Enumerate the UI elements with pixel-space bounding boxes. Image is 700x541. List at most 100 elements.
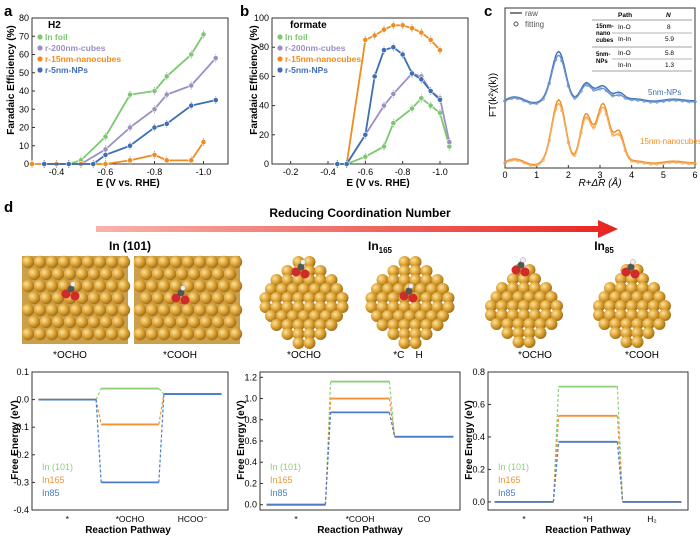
atom bbox=[117, 327, 131, 341]
legend-marker bbox=[37, 56, 43, 62]
data-point bbox=[151, 151, 158, 158]
atom bbox=[69, 255, 83, 269]
atom bbox=[145, 255, 159, 269]
atom bbox=[21, 303, 35, 317]
atom bbox=[51, 267, 65, 281]
atom bbox=[281, 301, 294, 313]
atom bbox=[211, 291, 225, 305]
table-sample-15nm: 15nm-nano cubes bbox=[596, 24, 614, 44]
table-row-1-path: In-O bbox=[618, 24, 631, 31]
atom bbox=[139, 267, 153, 281]
data-point bbox=[151, 88, 158, 94]
atom bbox=[111, 267, 125, 281]
atom bbox=[376, 319, 389, 331]
atom bbox=[442, 301, 455, 313]
table-header-path: Path bbox=[618, 12, 632, 19]
atom bbox=[45, 303, 59, 317]
x-tick-label: 0 bbox=[502, 170, 507, 180]
atom bbox=[314, 292, 327, 304]
category-label: HCOO⁻ bbox=[178, 514, 209, 524]
x-tick-label: 1 bbox=[534, 170, 539, 180]
atom bbox=[409, 301, 422, 313]
atom bbox=[117, 279, 131, 293]
fit-point bbox=[604, 112, 609, 116]
x-tick-label: 2 bbox=[566, 170, 571, 180]
fit-point bbox=[686, 161, 691, 166]
hydrogen-atom bbox=[70, 281, 76, 287]
cluster-adsorbate bbox=[621, 259, 640, 279]
y-tick-label: 40 bbox=[19, 86, 29, 96]
transition-line bbox=[552, 415, 560, 502]
y-tick-label: 1.0 bbox=[244, 394, 257, 404]
atom bbox=[205, 303, 219, 317]
atom bbox=[157, 255, 171, 269]
atom bbox=[265, 283, 277, 295]
atom bbox=[45, 279, 59, 293]
fit-point bbox=[667, 160, 672, 165]
atom bbox=[145, 279, 159, 293]
atom bbox=[393, 310, 405, 322]
atom bbox=[87, 291, 101, 305]
carbon-atom bbox=[67, 285, 75, 293]
atom bbox=[398, 319, 411, 331]
panel-a-ylabel: Faradaic Efficiency (%) bbox=[6, 25, 17, 134]
atom bbox=[292, 337, 305, 349]
atom bbox=[507, 309, 519, 321]
label-in101-cooh: *COOH bbox=[163, 350, 197, 361]
atom bbox=[193, 303, 207, 317]
atom bbox=[325, 319, 338, 331]
atom bbox=[111, 291, 125, 305]
data-point bbox=[409, 25, 415, 32]
legend-label: In85 bbox=[498, 488, 516, 498]
data-point bbox=[427, 37, 434, 43]
atom bbox=[133, 279, 147, 293]
data-point bbox=[362, 153, 369, 160]
atom bbox=[609, 318, 622, 330]
cluster-adsorbate bbox=[511, 257, 530, 277]
data-point bbox=[188, 51, 195, 58]
data-point bbox=[102, 133, 109, 140]
y-tick-label: 0.0 bbox=[244, 500, 257, 510]
data-point bbox=[102, 161, 109, 167]
fit-point bbox=[585, 83, 590, 87]
atom bbox=[57, 327, 71, 341]
atom bbox=[276, 283, 288, 295]
x-tick-label: -0.8 bbox=[147, 167, 163, 177]
atom bbox=[217, 279, 231, 293]
atom bbox=[157, 327, 171, 341]
category-label: H₂ bbox=[647, 514, 656, 524]
table-row-3-path: In-O bbox=[618, 50, 631, 57]
fit-point bbox=[515, 158, 520, 162]
legend-label: In165 bbox=[498, 475, 521, 485]
atom bbox=[217, 255, 231, 269]
fit-point bbox=[648, 162, 653, 166]
cluster-adsorbate bbox=[291, 259, 310, 279]
atom bbox=[157, 303, 171, 317]
y-tick-label: 50 bbox=[19, 68, 29, 78]
atom bbox=[420, 319, 433, 331]
atom bbox=[63, 267, 77, 281]
atom bbox=[75, 267, 89, 281]
atom bbox=[534, 318, 547, 330]
atom bbox=[105, 279, 119, 293]
transition-line bbox=[95, 399, 102, 483]
atom bbox=[501, 318, 514, 330]
in85-cooh-cluster bbox=[593, 259, 671, 348]
atom bbox=[398, 301, 411, 313]
y-tick-label: 0.6 bbox=[472, 399, 485, 409]
atom bbox=[659, 309, 671, 321]
atom bbox=[426, 310, 438, 322]
fit-point bbox=[680, 99, 685, 103]
atom bbox=[133, 303, 147, 317]
data-point bbox=[409, 105, 415, 112]
raw-curve bbox=[504, 50, 696, 104]
transition-line bbox=[158, 393, 165, 425]
atom bbox=[331, 283, 343, 295]
panel-a-title: H2 bbox=[48, 20, 61, 31]
atom bbox=[437, 310, 449, 322]
atom bbox=[69, 327, 83, 341]
atom bbox=[365, 292, 378, 304]
atom bbox=[27, 267, 41, 281]
